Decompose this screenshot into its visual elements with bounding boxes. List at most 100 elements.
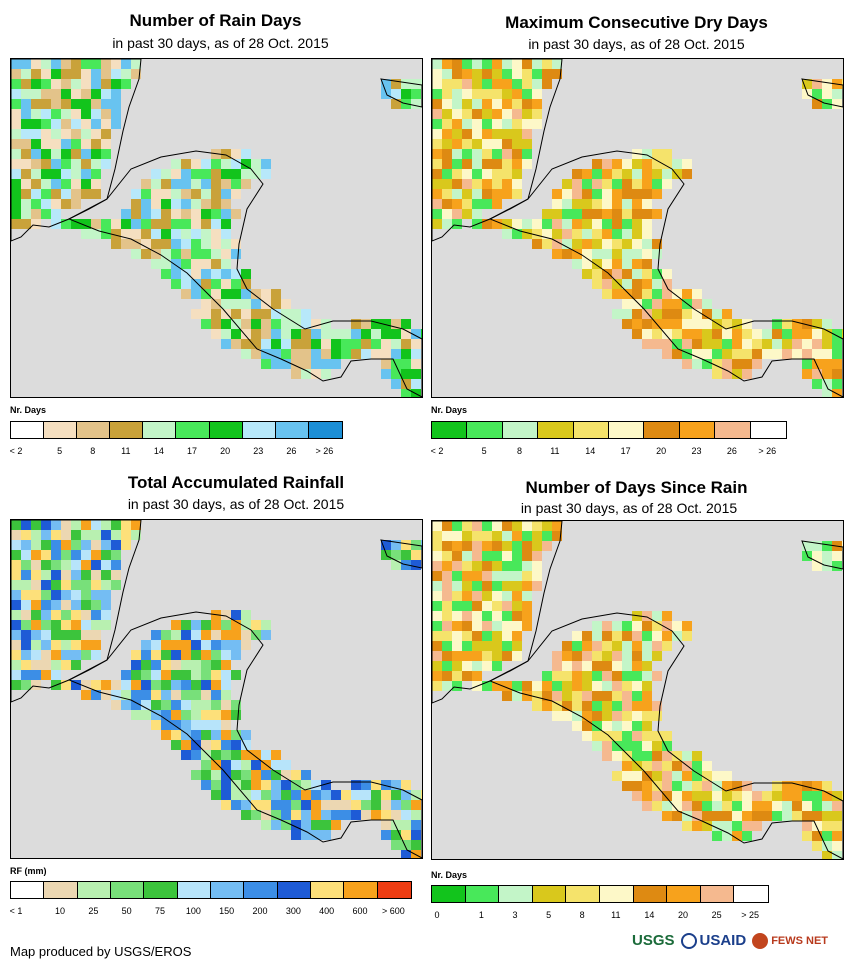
map-pixel	[201, 630, 211, 640]
map-pixel	[672, 781, 682, 791]
map-pixel	[552, 701, 562, 711]
legend-color-bar	[10, 881, 412, 899]
map-pixel	[81, 580, 91, 590]
map-pixel	[692, 319, 702, 329]
map-pixel	[712, 811, 722, 821]
legend-swatch	[209, 422, 243, 438]
map-pixel	[812, 821, 822, 831]
map-pixel	[662, 339, 672, 349]
map-pixel	[552, 249, 562, 259]
map-pixel	[542, 219, 552, 229]
map-pixel	[151, 199, 161, 209]
map-pixel	[692, 751, 702, 761]
map-pixel	[562, 209, 572, 219]
map-pixel	[462, 129, 472, 139]
map-pixel	[181, 660, 191, 670]
panel-title: Total Accumulated Rainfall	[127, 473, 345, 492]
map-pixel	[221, 710, 231, 720]
map-pixel	[492, 581, 502, 591]
map-pixel	[472, 99, 482, 109]
map-pixel	[572, 671, 582, 681]
map-pixel	[702, 299, 712, 309]
map-pixel	[622, 751, 632, 761]
map-pixel	[251, 329, 261, 339]
map-pixel	[582, 691, 592, 701]
map-pixel	[432, 89, 442, 99]
map-pixel	[151, 249, 161, 259]
legend-label: 11	[550, 446, 560, 456]
map-pixel	[642, 771, 652, 781]
legend-color-bar	[10, 421, 343, 439]
legend-title: RF (mm)	[10, 866, 47, 876]
map-pixel	[492, 119, 502, 129]
map-pixel	[31, 59, 41, 69]
map-pixel	[161, 710, 171, 720]
map-pixel	[512, 651, 522, 661]
map-pixel	[772, 319, 782, 329]
legend-label: 11	[121, 446, 131, 456]
map-pixel	[492, 89, 502, 99]
map-pixel	[151, 650, 161, 660]
map-pixel	[281, 339, 291, 349]
map-pixel	[602, 631, 612, 641]
map-pixel	[171, 279, 181, 289]
map-pixel	[31, 119, 41, 129]
map-pixel	[492, 611, 502, 621]
map-pixel	[682, 621, 692, 631]
map-pixel	[722, 319, 732, 329]
map-pixel	[432, 169, 442, 179]
map-pixel	[51, 119, 61, 129]
map-pixel	[442, 119, 452, 129]
map-pixel	[442, 149, 452, 159]
map-pixel	[91, 69, 101, 79]
map-pixel	[462, 591, 472, 601]
map-pixel	[111, 229, 121, 239]
map-pixel	[462, 169, 472, 179]
legend-color-bar	[431, 885, 769, 903]
map-pixel	[251, 159, 261, 169]
usgs-logo: USGS	[632, 932, 675, 949]
map-pixel	[452, 551, 462, 561]
map-pixel	[822, 551, 832, 561]
map-pixel	[582, 249, 592, 259]
map-pixel	[281, 820, 291, 830]
map-pixel	[211, 750, 221, 760]
map-pixel	[301, 790, 311, 800]
map-pixel	[532, 531, 542, 541]
legend-label: > 26	[315, 446, 334, 456]
map-pixel	[371, 329, 381, 339]
map-pixel	[622, 691, 632, 701]
map-pixel	[201, 700, 211, 710]
map-pixel	[582, 631, 592, 641]
map-pixel	[532, 59, 542, 69]
map-pixel	[612, 681, 622, 691]
map-pixel	[512, 621, 522, 631]
map-pixel	[432, 601, 442, 611]
map-pixel	[21, 520, 31, 530]
map-pixel	[772, 349, 782, 359]
map-pixel	[401, 319, 411, 329]
map-pixel	[411, 359, 421, 369]
map-pixel	[201, 199, 211, 209]
map-pixel	[702, 319, 712, 329]
map-pixel	[171, 680, 181, 690]
map-pixel	[101, 139, 111, 149]
map-pixel	[442, 581, 452, 591]
map-pixel	[532, 551, 542, 561]
map-pixel	[572, 651, 582, 661]
map-pixel	[632, 159, 642, 169]
map-pixel	[341, 790, 351, 800]
legend-swatch	[44, 882, 78, 898]
map-pixel	[642, 169, 652, 179]
map-pixel	[642, 289, 652, 299]
map-pixel	[442, 89, 452, 99]
map-pixel	[552, 239, 562, 249]
map-pixel	[642, 761, 652, 771]
map-pixel	[251, 630, 261, 640]
map-pixel	[391, 89, 401, 99]
map-pixel	[642, 731, 652, 741]
map-pixel	[211, 670, 221, 680]
map-pixel	[482, 99, 492, 109]
map-pixel	[582, 189, 592, 199]
map-pixel	[251, 289, 261, 299]
